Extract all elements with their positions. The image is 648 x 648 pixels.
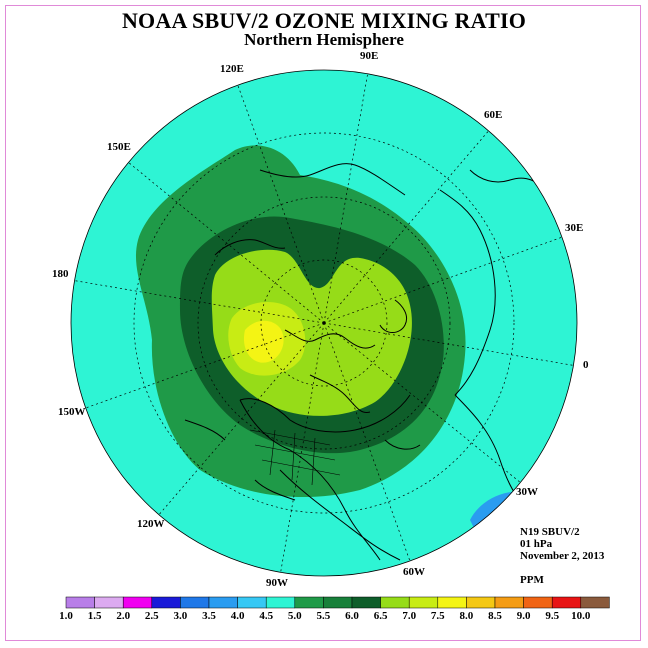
colorbar-tick-label: 9.0 [517, 610, 531, 622]
colorbar-swatch-15 [494, 596, 524, 609]
map-subtitle: Northern Hemisphere [244, 30, 404, 49]
lon-label-60w: 60W [403, 566, 425, 578]
colorbar-swatch-9 [323, 596, 353, 609]
lon-label-0: 0 [583, 359, 589, 371]
colorbar-swatch-6 [237, 596, 267, 609]
colorbar-tick-label: 6.5 [374, 610, 388, 622]
lon-label-30e: 30E [565, 222, 584, 234]
colorbar-tick-label: 6.0 [345, 610, 359, 622]
colorbar-tick-label: 2.0 [116, 610, 130, 622]
colorbar-swatch-13 [437, 596, 467, 609]
colorbar-swatch-12 [408, 596, 439, 609]
colorbar-swatch-5 [208, 596, 238, 609]
colorbar-swatch-3 [151, 596, 181, 609]
colorbar-tick-label: 1.5 [88, 610, 102, 622]
satellite-label: N19 SBUV/2 [520, 526, 580, 538]
graticule [71, 70, 577, 576]
figure-frame [5, 5, 641, 641]
lon-label-120e: 120E [220, 63, 244, 75]
date-label: November 2, 2013 [520, 550, 605, 562]
lon-label-120w: 120W [137, 518, 165, 530]
colorbar-tick-label: 7.5 [431, 610, 445, 622]
colorbar-tick-label: 2.5 [145, 610, 159, 622]
colorbar: 1.0 1.5 2.0 2.5 3.0 3.5 4.0 4.5 5.0 5.5 6.0 6.5 7.0 7… [59, 596, 610, 622]
colorbar-swatch-10 [351, 596, 381, 609]
colorbar-tick-label: 4.5 [259, 610, 273, 622]
colorbar-swatch-11 [380, 596, 410, 609]
us-state-borders [249, 429, 341, 486]
map-title: NOAA SBUV/2 OZONE MIXING RATIO [121, 8, 527, 33]
lon-label-90e: 90E [360, 50, 379, 62]
coastlines [184, 163, 546, 561]
colorbar-swatch-7 [265, 596, 296, 609]
pressure-label: 01 hPa [520, 538, 553, 550]
colorbar-swatch-1 [94, 596, 124, 609]
colorbar-tick-label: 5.5 [317, 610, 331, 622]
colorbar-swatch-0 [65, 596, 95, 609]
colorbar-tick-label: 7.0 [402, 610, 416, 622]
colorbar-tick-label: 3.5 [202, 610, 216, 622]
colorbar-swatch-17 [551, 596, 582, 609]
colorbar-swatch-4 [180, 596, 210, 609]
colorbar-tick-label: 1.0 [59, 610, 73, 622]
colorbar-tick-label: 3.0 [174, 610, 188, 622]
colorbar-swatch-14 [466, 596, 496, 609]
lon-label-150e: 150E [107, 141, 131, 153]
lon-label-180: 180 [52, 268, 69, 280]
ozone-field-7-5 [243, 320, 284, 363]
colorbar-swatch-16 [523, 596, 553, 609]
colorbar-tick-label: 5.0 [288, 610, 302, 622]
colorbar-tick-label: 10.0 [571, 610, 591, 622]
units-label: PPM [520, 574, 544, 586]
colorbar-tick-label: 9.5 [545, 610, 559, 622]
lon-label-30w: 30W [516, 486, 538, 498]
colorbar-tick-label: 8.5 [488, 610, 502, 622]
colorbar-tick-label: 4.0 [231, 610, 245, 622]
colorbar-swatch-8 [294, 596, 324, 609]
colorbar-swatch-2 [122, 596, 153, 609]
lon-label-90w: 90W [266, 577, 288, 589]
map-boundary [70, 69, 578, 577]
lon-label-60e: 60E [484, 109, 503, 121]
colorbar-swatch-18 [580, 596, 610, 609]
lon-label-150w: 150W [58, 406, 86, 418]
colorbar-tick-label: 8.0 [460, 610, 474, 622]
